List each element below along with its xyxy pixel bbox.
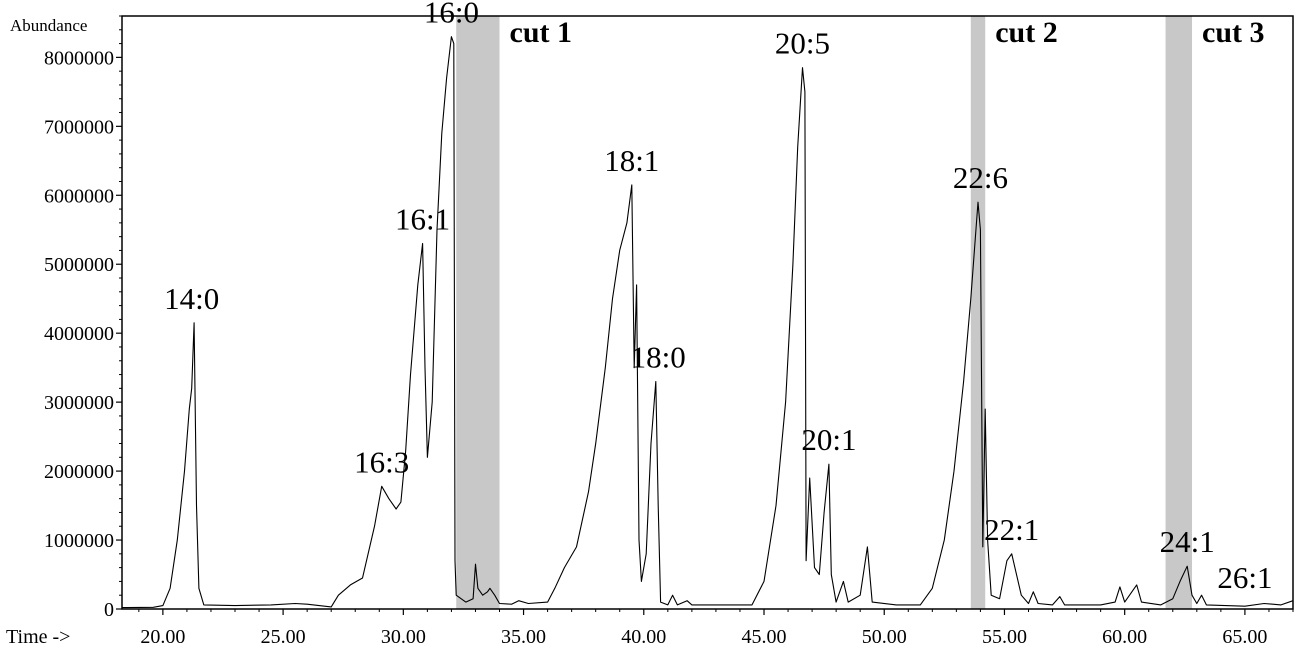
peak-label: 18:1 bbox=[604, 143, 659, 178]
series-line-1 bbox=[121, 36, 1294, 609]
x-tick-label: 35.00 bbox=[501, 626, 546, 648]
cut-label-2: cut 2 bbox=[995, 16, 1057, 49]
cut-label-1: cut 1 bbox=[510, 16, 573, 49]
x-tick-label: 45.00 bbox=[742, 626, 787, 648]
y-tick-label: 0 bbox=[104, 599, 114, 621]
cut-region-1 bbox=[456, 16, 500, 609]
x-tick-label: 60.00 bbox=[1102, 626, 1147, 648]
peak-label: 20:5 bbox=[775, 26, 830, 61]
peak-label: 16:0 bbox=[424, 0, 479, 30]
peak-label: 14:0 bbox=[164, 281, 219, 316]
x-tick-label: 20.00 bbox=[140, 626, 185, 648]
cut-label-3: cut 3 bbox=[1202, 16, 1265, 49]
y-tick-label: 8000000 bbox=[44, 47, 114, 69]
x-tick-label: 50.00 bbox=[862, 626, 907, 648]
x-tick-label: 65.00 bbox=[1222, 626, 1267, 648]
x-axis: 20.00 25.00 30.00 35.00 40.00 45.00 50.00 55.00… bbox=[138, 609, 1294, 648]
y-axis-title: Abundance bbox=[10, 16, 87, 35]
y-tick-label: 2000000 bbox=[44, 461, 114, 483]
cut-regions: cut 1 cut 2 cut 3 bbox=[456, 16, 1265, 609]
y-tick-label: 7000000 bbox=[44, 116, 114, 138]
peak-label: 26:1 bbox=[1217, 560, 1272, 595]
y-tick-label: 4000000 bbox=[44, 323, 114, 345]
y-tick-label: 6000000 bbox=[44, 185, 114, 207]
series-layer bbox=[121, 36, 1294, 609]
peak-label: 18:0 bbox=[631, 339, 686, 374]
y-tick-label: 3000000 bbox=[44, 392, 114, 414]
cut-region-3 bbox=[1165, 16, 1193, 609]
peak-label: 22:6 bbox=[953, 160, 1008, 195]
y-tick-label: 1000000 bbox=[44, 530, 114, 552]
x-tick-label: 55.00 bbox=[982, 626, 1027, 648]
x-tick-label: 40.00 bbox=[621, 626, 666, 648]
axes: 20.00 25.00 30.00 35.00 40.00 45.00 50.00 55.00… bbox=[44, 15, 1294, 648]
peak-label: 16:1 bbox=[395, 202, 450, 237]
y-tick-label: 5000000 bbox=[44, 254, 114, 276]
peak-label: 22:1 bbox=[984, 512, 1039, 547]
x-axis-title: Time -> bbox=[6, 626, 70, 648]
plot-border bbox=[121, 15, 1294, 610]
peak-labels: 14:0 16:3 16:1 16:0 18:1 18:0 20:5 20:1 22:6 22:1… bbox=[164, 0, 1272, 595]
peak-label: 16:3 bbox=[354, 444, 409, 479]
x-tick-label: 25.00 bbox=[261, 626, 306, 648]
y-axis: 0 1000000 2000000 3000000 4000000 5000000 6000… bbox=[44, 15, 122, 621]
peak-label: 20:1 bbox=[801, 422, 856, 457]
peak-label: 24:1 bbox=[1160, 524, 1215, 559]
x-tick-label: 30.00 bbox=[381, 626, 426, 648]
